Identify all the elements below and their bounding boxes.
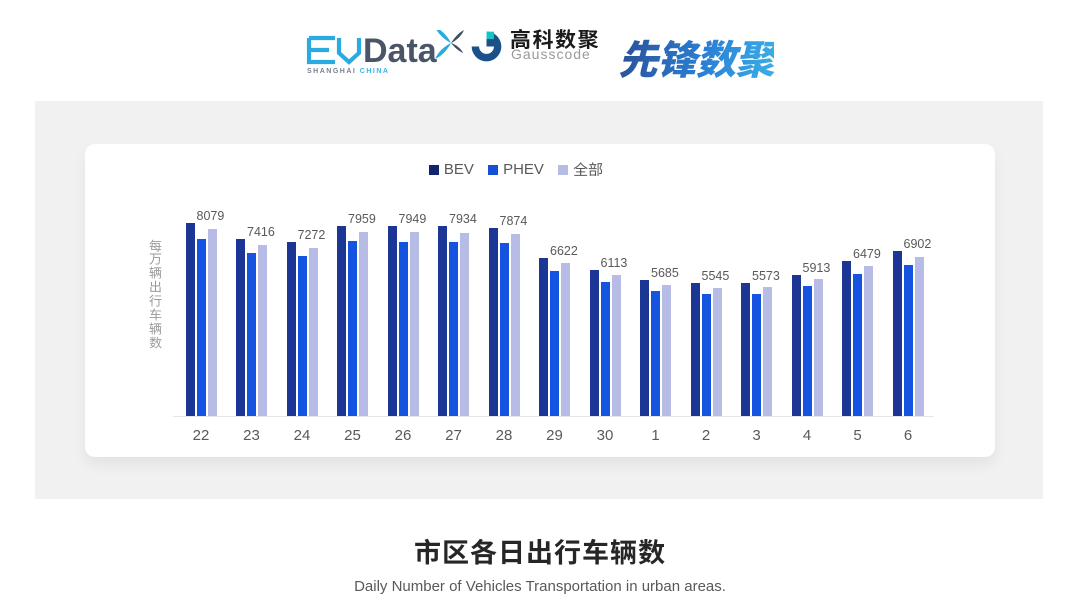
- svg-text:Data: Data: [363, 32, 438, 70]
